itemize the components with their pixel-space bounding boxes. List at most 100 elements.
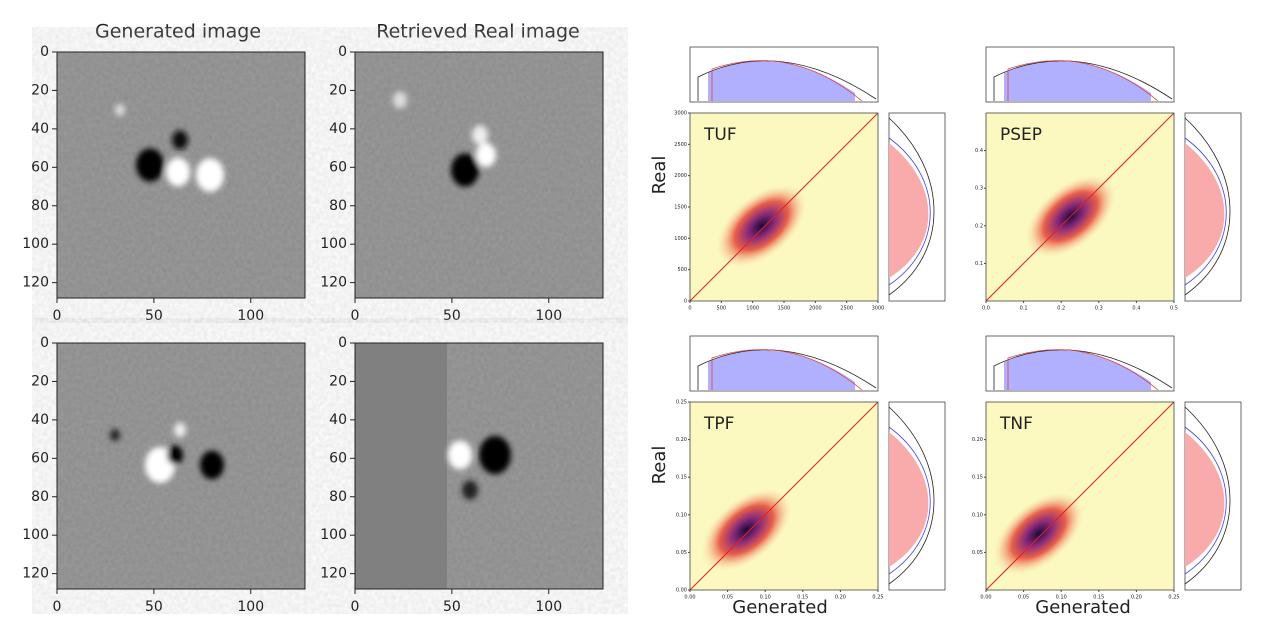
panel-frame [985, 112, 1175, 302]
x-tick-label: 500 [717, 306, 727, 312]
y-tick-label: 0.3 [975, 186, 983, 192]
y-tick-label: 0.15 [676, 475, 687, 481]
y-tick-label: 2000 [674, 173, 687, 179]
y-tick-label: 1500 [674, 205, 687, 211]
marginal-hist-outline [1184, 117, 1231, 296]
y-tick-label: 0.05 [676, 550, 687, 556]
image-features [110, 422, 224, 483]
image-features [448, 435, 511, 500]
y-tick-label: 20 [31, 373, 49, 389]
image-frame [56, 342, 306, 590]
marginal-hist [889, 432, 929, 567]
marginal-hist [1185, 432, 1225, 567]
x-tick-label: 0 [53, 308, 62, 324]
y-tick-label: 0 [40, 44, 49, 60]
image-title: Retrieved Real image [376, 21, 579, 43]
image-title: Generated image [95, 21, 261, 43]
x-tick-label: 0.10 [1056, 595, 1067, 601]
y-tick-label: 0.1 [975, 261, 983, 267]
image-feature [393, 91, 407, 109]
x-tick-label: 0 [688, 306, 691, 312]
panel-frame [985, 401, 1175, 591]
density-blob [701, 488, 792, 571]
x-tick-label: 100 [535, 308, 562, 324]
x-tick-label: 0.4 [1132, 306, 1140, 312]
y-tick-label: 120 [320, 566, 347, 582]
x-tick-label: 50 [443, 599, 461, 615]
x-tick-label: 0.5 [1170, 306, 1178, 312]
y-axis-label: Real [649, 446, 670, 485]
x-tick-label: 0 [351, 308, 360, 324]
y-tick-label: 0 [40, 335, 49, 351]
y-tick-label: 100 [22, 236, 49, 252]
image-feature [115, 104, 125, 116]
y-tick-label: 40 [31, 412, 49, 428]
image-frame [354, 51, 604, 299]
y-tick-label: 40 [31, 121, 49, 137]
marginal-hist-outline [1184, 406, 1231, 585]
panel-frame [689, 401, 879, 591]
x-tick-label: 0 [351, 599, 360, 615]
image-noise [355, 52, 603, 298]
x-tick-label: 50 [443, 308, 461, 324]
x-tick-label: 0.0 [982, 306, 990, 312]
y-tick-label: 1000 [674, 236, 687, 242]
y-tick-label: 80 [31, 198, 49, 214]
image-feature [110, 429, 120, 441]
y-tick-label: 0.2 [975, 223, 983, 229]
marginal-hist-outline [888, 117, 935, 296]
y-tick-label: 20 [31, 82, 49, 98]
x-tick-label: 1500 [778, 306, 791, 312]
marginal-hist-outline [711, 349, 863, 391]
y-tick-label: 0.15 [972, 475, 983, 481]
image-features [393, 91, 496, 187]
image-feature [462, 480, 478, 500]
image-features [115, 104, 224, 192]
x-tick-label: 100 [237, 308, 264, 324]
y-tick-label: 80 [31, 489, 49, 505]
marginal-hist-outline [888, 137, 931, 286]
image-feature [166, 157, 190, 187]
x-tick-label: 0.10 [760, 595, 771, 601]
y-tick-label: 80 [329, 489, 347, 505]
y-tick-label: 100 [320, 527, 347, 543]
identity-line [985, 401, 1175, 591]
x-tick-label: 0.25 [1168, 595, 1179, 601]
y-tick-label: 0 [338, 44, 347, 60]
x-tick-label: 100 [237, 599, 264, 615]
marginal-hist [1004, 61, 1151, 101]
image-feature [136, 148, 164, 182]
x-axis-label: Generated [732, 597, 828, 618]
image-frame [354, 342, 604, 590]
y-tick-label: 20 [329, 373, 347, 389]
image-feature [451, 153, 479, 187]
y-tick-label: 120 [22, 275, 49, 291]
y-tick-label: 20 [329, 82, 347, 98]
y-tick-label: 0.00 [676, 588, 687, 594]
marginal-hist [708, 61, 855, 101]
marginal-hist [1004, 350, 1151, 390]
x-tick-label: 0.1 [1020, 306, 1028, 312]
identity-line [689, 401, 879, 591]
marginal-hist [889, 143, 929, 278]
y-tick-label: 0.20 [676, 437, 687, 443]
x-tick-label: 50 [145, 308, 163, 324]
x-tick-label: 0 [53, 599, 62, 615]
image-masked [355, 343, 447, 589]
image-feature [476, 143, 496, 167]
x-tick-label: 50 [145, 599, 163, 615]
y-tick-label: 3000 [674, 111, 687, 117]
image-noise [57, 343, 305, 589]
marginal-hist-outline [1184, 137, 1227, 286]
x-tick-label: 0.05 [1018, 595, 1029, 601]
x-tick-label: 0.2 [1057, 306, 1065, 312]
y-tick-label: 0.05 [972, 550, 983, 556]
x-tick-label: 0.15 [797, 595, 808, 601]
x-tick-label: 0.00 [980, 595, 991, 601]
y-tick-label: 0.10 [972, 512, 983, 518]
x-tick-label: 2000 [809, 306, 822, 312]
y-axis-label: Real [649, 156, 670, 195]
density-blob [993, 492, 1084, 575]
y-tick-label: 60 [329, 450, 347, 466]
y-tick-label: 60 [31, 450, 49, 466]
